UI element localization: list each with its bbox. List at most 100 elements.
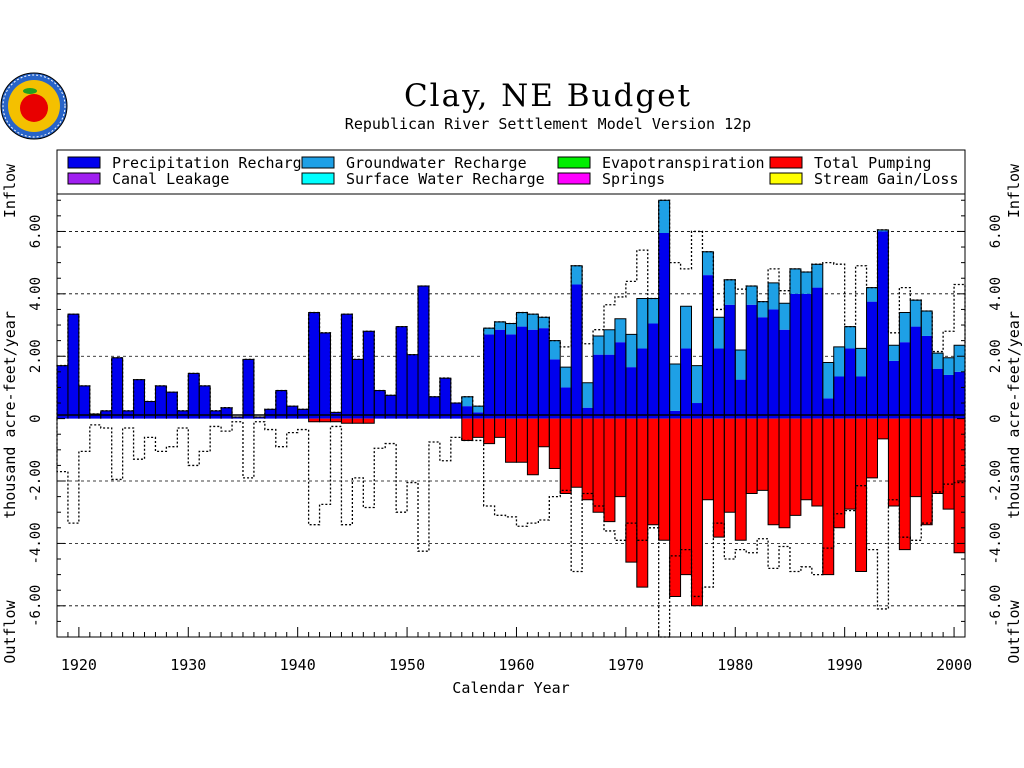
bar-groundwater-recharge xyxy=(724,279,736,305)
total-outflow-outline xyxy=(56,418,966,638)
y-tick-label-right: -6.00 xyxy=(988,585,1004,627)
x-tick-label: 1970 xyxy=(608,656,644,674)
bar-groundwater-recharge xyxy=(582,382,594,408)
y-tick-label-left: -6.00 xyxy=(28,585,44,627)
bar-groundwater-recharge xyxy=(954,345,965,372)
bar-precipitation-recharge xyxy=(144,401,156,419)
bar-total-pumping xyxy=(811,418,823,506)
bar-groundwater-recharge xyxy=(811,264,823,288)
legend-swatch xyxy=(769,172,803,185)
bar-precipitation-recharge xyxy=(724,304,736,419)
bar-precipitation-recharge xyxy=(352,359,364,419)
y-tick-label-right: -2.00 xyxy=(988,460,1004,502)
bar-groundwater-recharge xyxy=(943,357,955,375)
y-tick-label-right: 0 xyxy=(988,414,1004,422)
bar-total-pumping xyxy=(888,418,900,506)
bar-precipitation-recharge xyxy=(264,409,276,419)
bar-groundwater-recharge xyxy=(538,317,550,329)
bar-inflow-edge xyxy=(417,285,430,419)
bar-precipitation-recharge xyxy=(921,335,933,419)
bar-total-pumping xyxy=(702,418,714,500)
bar-precipitation-recharge xyxy=(221,407,233,419)
bar-precipitation-recharge xyxy=(888,360,900,419)
bar-total-pumping xyxy=(352,418,364,424)
bar-total-pumping xyxy=(899,418,911,550)
bar-precipitation-recharge xyxy=(702,275,714,419)
bar-inflow-edge xyxy=(811,263,824,419)
bar-precipitation-recharge xyxy=(111,357,123,419)
bar-precipitation-recharge xyxy=(516,326,528,419)
bar-total-pumping xyxy=(735,418,747,541)
bar-total-pumping xyxy=(538,418,550,447)
bar-precipitation-recharge xyxy=(560,387,572,419)
bar-groundwater-recharge xyxy=(779,303,790,330)
legend-label: Groundwater Recharge xyxy=(346,154,527,172)
bar-groundwater-recharge xyxy=(932,353,944,369)
bar-precipitation-recharge xyxy=(57,365,68,419)
bar-groundwater-recharge xyxy=(483,328,495,335)
bar-groundwater-recharge xyxy=(680,306,692,349)
bar-total-pumping xyxy=(669,418,681,597)
bar-precipitation-recharge xyxy=(89,413,101,419)
bar-groundwater-recharge xyxy=(636,298,648,349)
bar-total-pumping xyxy=(658,418,670,541)
bar-groundwater-recharge xyxy=(713,317,725,349)
bar-total-pumping xyxy=(713,418,725,538)
bar-total-pumping xyxy=(571,418,583,488)
bar-precipitation-recharge xyxy=(800,293,812,419)
bar-total-pumping xyxy=(680,418,692,575)
bar-precipitation-recharge xyxy=(746,304,758,419)
bar-precipitation-recharge xyxy=(603,354,615,419)
bar-total-pumping xyxy=(341,418,353,424)
bar-precipitation-recharge xyxy=(811,287,823,419)
total-outlines xyxy=(56,199,966,638)
legend-swatch xyxy=(557,172,591,185)
bar-precipitation-recharge xyxy=(822,398,834,419)
bar-precipitation-recharge xyxy=(789,293,801,419)
bar-groundwater-recharge xyxy=(560,367,572,388)
y-label-outflow-right: Outflow xyxy=(1005,599,1023,663)
bar-groundwater-recharge xyxy=(625,334,637,368)
bar-precipitation-recharge xyxy=(538,328,550,419)
bar-precipitation-recharge xyxy=(155,385,167,419)
bar-groundwater-recharge xyxy=(757,301,769,318)
bar-total-pumping xyxy=(461,418,473,441)
bar-total-pumping xyxy=(833,418,845,528)
bar-precipitation-recharge xyxy=(385,395,397,419)
bar-total-pumping xyxy=(932,418,944,494)
bar-total-pumping xyxy=(560,418,572,494)
x-tick-label: 1920 xyxy=(61,656,97,674)
bar-total-pumping xyxy=(910,418,922,497)
bar-pumping-edge xyxy=(855,418,868,572)
x-tick-label: 1980 xyxy=(717,656,753,674)
legend-swatch xyxy=(301,172,335,185)
bar-precipitation-recharge xyxy=(779,329,790,419)
bar-precipitation-recharge xyxy=(713,348,725,419)
x-tick-label: 1930 xyxy=(170,656,206,674)
legend-label: Canal Leakage xyxy=(112,170,229,188)
bar-groundwater-recharge xyxy=(888,345,900,361)
legend-label: Evapotranspiration xyxy=(602,154,765,172)
bar-total-pumping xyxy=(308,418,320,422)
bar-groundwater-recharge xyxy=(899,312,911,343)
legend-swatch xyxy=(301,156,335,169)
legend-swatch xyxy=(557,156,591,169)
bar-total-pumping xyxy=(746,418,758,494)
y-tick-label-right: 4.00 xyxy=(988,277,1004,311)
bar-groundwater-recharge xyxy=(833,346,845,377)
bar-total-pumping xyxy=(866,418,878,478)
bar-total-pumping xyxy=(724,418,736,513)
y-tick-label-right: 2.00 xyxy=(988,339,1004,373)
bar-groundwater-recharge xyxy=(768,282,780,310)
bar-groundwater-recharge xyxy=(844,326,856,349)
bar-precipitation-recharge xyxy=(483,334,495,419)
bar-precipitation-recharge xyxy=(866,301,878,419)
bar-total-pumping xyxy=(779,418,790,528)
bar-total-pumping xyxy=(757,418,769,491)
bar-precipitation-recharge xyxy=(232,417,243,419)
bar-precipitation-recharge xyxy=(494,329,506,419)
bar-groundwater-recharge xyxy=(571,265,583,285)
x-tick-label: 1960 xyxy=(498,656,534,674)
bar-total-pumping xyxy=(593,418,604,513)
bar-precipitation-recharge xyxy=(78,385,90,419)
